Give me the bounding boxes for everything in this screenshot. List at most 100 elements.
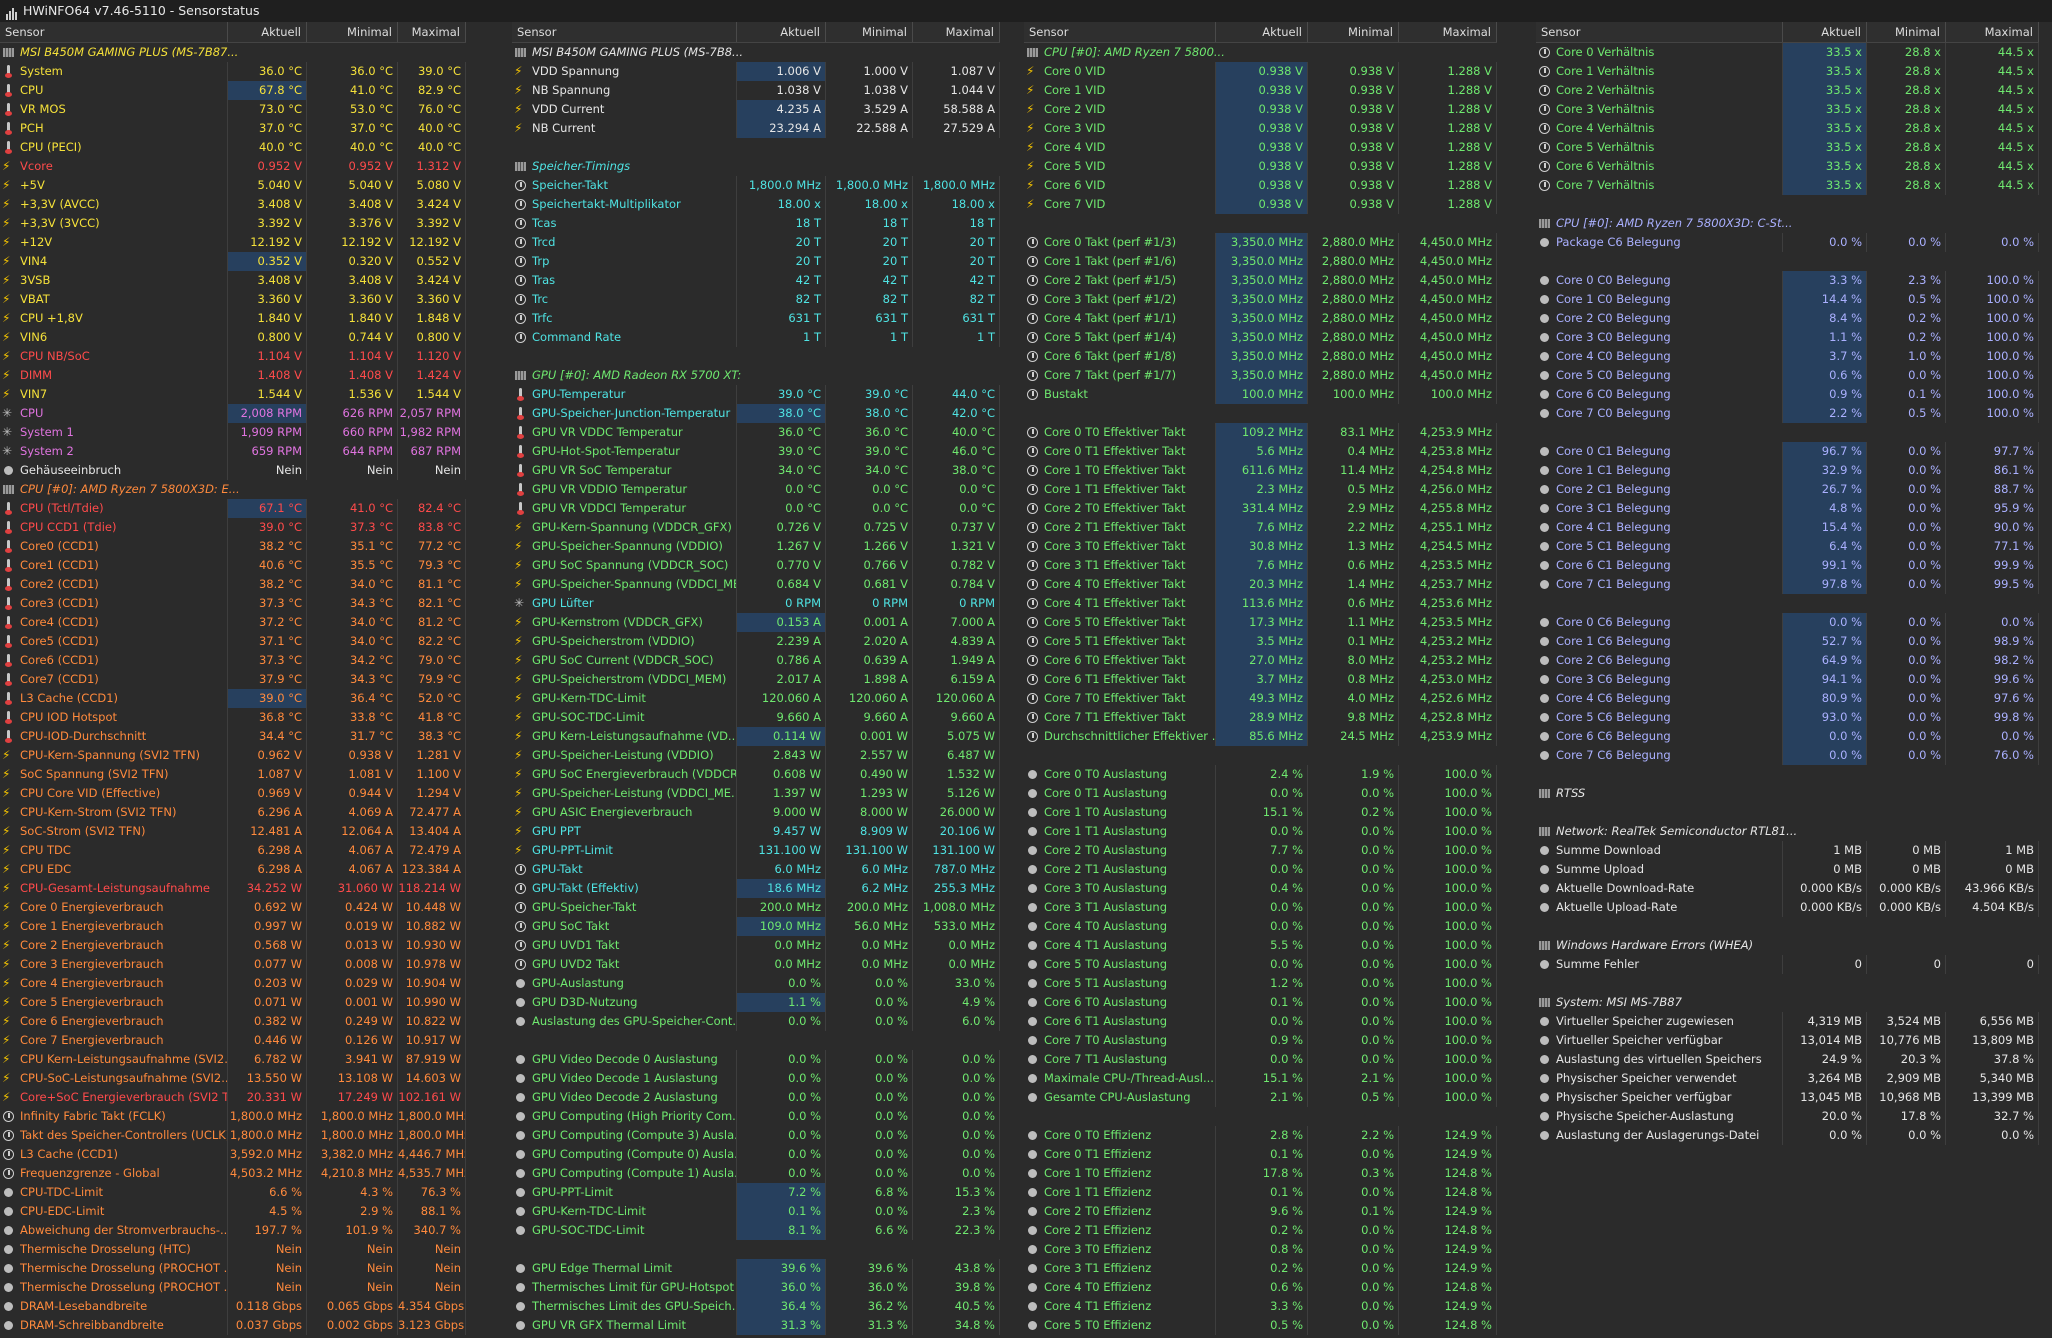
sensor-row[interactable]: Core 2 C1 Belegung 26.7 % 0.0 % 88.7 % bbox=[1536, 480, 2039, 499]
sensor-row[interactable]: Core3 (CCD1) 37.3 °C 34.3 °C 82.1 °C bbox=[0, 594, 466, 613]
sensor-row[interactable]: Core 1 T1 Effektiver Takt 2.3 MHz 0.5 MHz 4… bbox=[1024, 480, 1497, 499]
sensor-row[interactable]: Core 6 T1 Auslastung 0.0 % 0.0 % 100.0 % bbox=[1024, 1012, 1497, 1031]
column-header-minimal[interactable]: Minimal bbox=[826, 22, 913, 42]
sensor-row[interactable]: Core 4 T1 Effizienz 3.3 % 0.0 % 124.9 % bbox=[1024, 1297, 1497, 1316]
sensor-row[interactable]: Summe Upload 0 MB 0 MB 0 MB bbox=[1536, 860, 2039, 879]
sensor-group-header[interactable]: System: MSI MS-7B87 bbox=[1536, 993, 2039, 1012]
sensor-row[interactable]: Tcas 18 T 18 T 18 T bbox=[512, 214, 1000, 233]
sensor-row[interactable]: GPU-Speicher-Spannung (VDDIO)1.267 V1.26… bbox=[512, 537, 1000, 556]
sensor-row[interactable]: L3 Cache (CCD1) 3,592.0 MHz 3,382.0 MHz 4,4… bbox=[0, 1145, 466, 1164]
sensor-row[interactable]: Auslastung der Auslagerungs-Datei 0.0 % 0.… bbox=[1536, 1126, 2039, 1145]
column-header-maximal[interactable]: Maximal bbox=[398, 22, 466, 42]
sensor-row[interactable]: GPU Kern-Leistungsaufnahme (VD...0.114 W… bbox=[512, 727, 1000, 746]
sensor-row[interactable]: Core 2 T1 Auslastung 0.0 % 0.0 % 100.0 % bbox=[1024, 860, 1497, 879]
sensor-row[interactable]: Core 7 C6 Belegung 0.0 % 0.0 % 76.0 % bbox=[1536, 746, 2039, 765]
sensor-row[interactable]: Speichertakt-Multiplikator 18.00 x 18.00 x… bbox=[512, 195, 1000, 214]
sensor-row[interactable]: Core 3 C1 Belegung 4.8 % 0.0 % 95.9 % bbox=[1536, 499, 2039, 518]
column-header-minimal[interactable]: Minimal bbox=[1867, 22, 1946, 42]
sensor-row[interactable]: Core 0 C0 Belegung 3.3 % 2.3 % 100.0 % bbox=[1536, 271, 2039, 290]
sensor-row[interactable]: Core 0 T0 Effizienz 2.8 % 2.2 % 124.9 % bbox=[1024, 1126, 1497, 1145]
sensor-row[interactable]: Core0 (CCD1) 38.2 °C 35.1 °C 77.2 °C bbox=[0, 537, 466, 556]
sensor-row[interactable]: L3 Cache (CCD1) 39.0 °C 36.4 °C 52.0 °C bbox=[0, 689, 466, 708]
sensor-row[interactable]: Core 1 T0 Effizienz 17.8 % 0.3 % 124.8 % bbox=[1024, 1164, 1497, 1183]
sensor-row[interactable]: GPU VR VDDC Temperatur 36.0 °C 36.0 °C 40.0… bbox=[512, 423, 1000, 442]
sensor-row[interactable]: Trp 20 T 20 T 20 T bbox=[512, 252, 1000, 271]
sensor-row[interactable]: GPU-Speicher-Leistung (VDDIO)2.843 W2.55… bbox=[512, 746, 1000, 765]
sensor-row[interactable]: Core 1 Takt (perf #1/6) 3,350.0 MHz 2,880.… bbox=[1024, 252, 1497, 271]
sensor-row[interactable]: Core 3 T0 Effizienz 0.8 % 0.0 % 124.9 % bbox=[1024, 1240, 1497, 1259]
sensor-row[interactable]: +3,3V (AVCC)3.408 V3.408 V3.424 V bbox=[0, 195, 466, 214]
sensor-row[interactable]: Core 7 T0 Auslastung 0.9 % 0.0 % 100.0 % bbox=[1024, 1031, 1497, 1050]
column-header-minimal[interactable]: Minimal bbox=[307, 22, 398, 42]
sensor-row[interactable]: Core 5 T0 Effizienz 0.5 % 0.0 % 124.8 % bbox=[1024, 1316, 1497, 1335]
column-header-current[interactable]: Aktuell bbox=[737, 22, 826, 42]
sensor-row[interactable]: Core 7 Takt (perf #1/7) 3,350.0 MHz 2,880.… bbox=[1024, 366, 1497, 385]
sensor-row[interactable]: Core 6 T0 Effektiver Takt 27.0 MHz 8.0 MHz… bbox=[1024, 651, 1497, 670]
sensor-row[interactable]: GPU UVD1 Takt 0.0 MHz 0.0 MHz 0.0 MHz bbox=[512, 936, 1000, 955]
sensor-row[interactable]: Core 0 C1 Belegung 96.7 % 0.0 % 97.7 % bbox=[1536, 442, 2039, 461]
sensor-row[interactable]: GPU-Takt (Effektiv) 18.6 MHz 6.2 MHz 255.3 … bbox=[512, 879, 1000, 898]
sensor-row[interactable]: +3,3V (3VCC)3.392 V3.376 V3.392 V bbox=[0, 214, 466, 233]
sensor-row[interactable]: Package C6 Belegung 0.0 % 0.0 % 0.0 % bbox=[1536, 233, 2039, 252]
sensor-row[interactable]: Trc 82 T 82 T 82 T bbox=[512, 290, 1000, 309]
sensor-row[interactable]: Core 2 C0 Belegung 8.4 % 0.2 % 100.0 % bbox=[1536, 309, 2039, 328]
sensor-row[interactable]: Core 7 C0 Belegung 2.2 % 0.5 % 100.0 % bbox=[1536, 404, 2039, 423]
sensor-row[interactable]: Frequenzgrenze - Global 4,503.2 MHz 4,210.… bbox=[0, 1164, 466, 1183]
sensor-row[interactable]: GPU UVD2 Takt 0.0 MHz 0.0 MHz 0.0 MHz bbox=[512, 955, 1000, 974]
sensor-row[interactable]: GPU-Speicher-Junction-Temperatur 38.0 °C 3… bbox=[512, 404, 1000, 423]
sensor-row[interactable]: Core 4 C1 Belegung 15.4 % 0.0 % 90.0 % bbox=[1536, 518, 2039, 537]
sensor-row[interactable]: Core 2 T1 Effizienz 0.2 % 0.0 % 124.8 % bbox=[1024, 1221, 1497, 1240]
sensor-row[interactable]: Core 1 T0 Auslastung 15.1 % 0.2 % 100.0 % bbox=[1024, 803, 1497, 822]
sensor-row[interactable]: Core 0 T0 Auslastung 2.4 % 1.9 % 100.0 % bbox=[1024, 765, 1497, 784]
sensor-row[interactable]: Durchschnittlicher Effektiver ... 85.6 MH… bbox=[1024, 727, 1497, 746]
sensor-row[interactable]: GPU-Kern-Spannung (VDDCR_GFX)0.726 V0.72… bbox=[512, 518, 1000, 537]
column-header-sensor[interactable]: Sensor bbox=[512, 22, 737, 42]
sensor-panel-4[interactable]: Sensor Aktuell Minimal Maximal Core 0 Verhäl… bbox=[1536, 22, 2039, 1338]
sensor-row[interactable]: Core 7 C1 Belegung 97.8 % 0.0 % 99.5 % bbox=[1536, 575, 2039, 594]
sensor-row[interactable]: CPU (Tctl/Tdie) 67.1 °C 41.0 °C 82.4 °C bbox=[0, 499, 466, 518]
sensor-row[interactable]: Core2 (CCD1) 38.2 °C 34.0 °C 81.1 °C bbox=[0, 575, 466, 594]
sensor-row[interactable]: Core 5 T0 Effektiver Takt 17.3 MHz 1.1 MHz… bbox=[1024, 613, 1497, 632]
sensor-row[interactable]: GPU-Speicherstrom (VDDIO)2.239 A2.020 A4… bbox=[512, 632, 1000, 651]
sensor-row[interactable]: Bustakt 100.0 MHz 100.0 MHz 100.0 MHz bbox=[1024, 385, 1497, 404]
sensor-row[interactable]: Core 6 Takt (perf #1/8) 3,350.0 MHz 2,880.… bbox=[1024, 347, 1497, 366]
sensor-row[interactable]: GPU VR VDDIO Temperatur 0.0 °C 0.0 °C 0.0 °… bbox=[512, 480, 1000, 499]
sensor-row[interactable]: Core 4 Verhältnis 33.5 x 28.8 x 44.5 x bbox=[1536, 119, 2039, 138]
sensor-row[interactable]: CPU-EDC-Limit 4.5 % 2.9 % 88.1 % bbox=[0, 1202, 466, 1221]
sensor-row[interactable]: Core 6 C1 Belegung 99.1 % 0.0 % 99.9 % bbox=[1536, 556, 2039, 575]
sensor-row[interactable]: GPU Video Decode 0 Auslastung 0.0 % 0.0 % 0… bbox=[512, 1050, 1000, 1069]
sensor-row[interactable]: Core 3 Takt (perf #1/2) 3,350.0 MHz 2,880.… bbox=[1024, 290, 1497, 309]
sensor-row[interactable]: CPU Kern-Leistungsaufnahme (SVI2...6.782… bbox=[0, 1050, 466, 1069]
sensor-row[interactable]: Speicher-Takt 1,800.0 MHz 1,800.0 MHz 1,800… bbox=[512, 176, 1000, 195]
sensor-row[interactable]: GPU SoC Spannung (VDDCR_SOC)0.770 V0.766… bbox=[512, 556, 1000, 575]
sensor-row[interactable]: VR MOS 73.0 °C 53.0 °C 76.0 °C bbox=[0, 100, 466, 119]
sensor-row[interactable]: Core 7 T1 Effektiver Takt 28.9 MHz 9.8 MHz… bbox=[1024, 708, 1497, 727]
sensor-row[interactable]: Core4 (CCD1) 37.2 °C 34.0 °C 81.2 °C bbox=[0, 613, 466, 632]
sensor-row[interactable]: Core 3 T1 Effektiver Takt 7.6 MHz 0.6 MHz 4… bbox=[1024, 556, 1497, 575]
sensor-row[interactable]: Core 5 T1 Effektiver Takt 3.5 MHz 0.1 MHz 4… bbox=[1024, 632, 1497, 651]
sensor-row[interactable]: Core 0 T1 Effizienz 0.1 % 0.0 % 124.9 % bbox=[1024, 1145, 1497, 1164]
sensor-row[interactable]: GPU Computing (Compute 3) Ausla... 0.0 % 0… bbox=[512, 1126, 1000, 1145]
column-header-sensor[interactable]: Sensor bbox=[1536, 22, 1783, 42]
sensor-row[interactable]: Physische Speicher-Auslastung 20.0 % 17.8 … bbox=[1536, 1107, 2039, 1126]
column-header-current[interactable]: Aktuell bbox=[1216, 22, 1308, 42]
